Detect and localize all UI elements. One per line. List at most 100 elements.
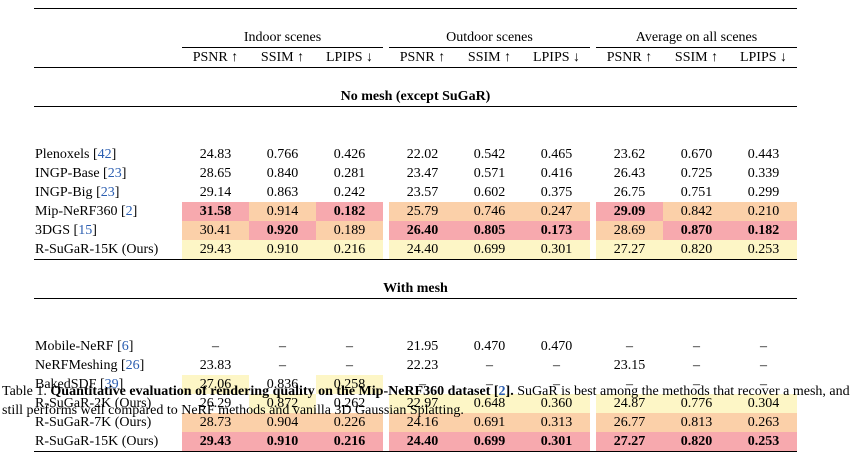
method-label: Mobile-NeRF [35,339,114,354]
metric-value: – [316,337,383,356]
metric-value: 0.805 [456,221,523,240]
metric-value: 0.914 [249,202,316,221]
metric-header: PSNR ↑ [182,48,249,68]
metric-value: – [182,337,249,356]
citation-link[interactable]: 42 [98,147,112,162]
table-rule [34,260,797,280]
section-title: No mesh (except SuGaR) [34,87,797,107]
metric-value: 26.43 [596,164,663,183]
caption-label: Table 1. [2,384,47,399]
metric-value: 0.751 [663,183,730,202]
metric-header: PSNR ↑ [389,48,456,68]
metric-value: 0.465 [523,145,590,164]
table-row: NeRFMeshing [26]23.83––22.23––23.15–– [34,356,797,375]
metric-value: 0.182 [730,221,797,240]
metric-value: 0.470 [523,337,590,356]
metric-value: – [523,356,590,375]
metric-value: – [249,356,316,375]
metric-header: LPIPS ↓ [523,48,590,68]
metric-value: 0.416 [523,164,590,183]
section-title: With mesh [34,279,797,299]
metric-value: 0.301 [523,432,590,452]
metric-value: – [316,356,383,375]
metric-value: 0.842 [663,202,730,221]
citation-link[interactable]: 23 [108,166,122,181]
table-rule [34,68,797,88]
citation-link[interactable]: 2 [126,204,133,219]
caption-citation-link[interactable]: 2 [499,384,506,399]
metric-value: 30.41 [182,221,249,240]
metric-value: 23.62 [596,145,663,164]
metric-value: 0.766 [249,145,316,164]
table-rule [34,9,797,29]
table-caption: Table 1. Quantitative evaluation of rend… [2,382,860,420]
metric-value: 25.79 [389,202,456,221]
method-label: Mip-NeRF360 [35,204,117,219]
metric-value: 0.910 [249,432,316,452]
metric-value: 0.281 [316,164,383,183]
method-label: NeRFMeshing [35,358,117,373]
metric-value: 0.670 [663,145,730,164]
section-header: No mesh (except SuGaR) [34,87,797,107]
metric-header-row: PSNR ↑SSIM ↑LPIPS ↓PSNR ↑SSIM ↑LPIPS ↓PS… [34,48,797,68]
metric-value: 29.14 [182,183,249,202]
metric-value: 0.443 [730,145,797,164]
metric-value: 0.173 [523,221,590,240]
metric-value: 0.299 [730,183,797,202]
metric-header: SSIM ↑ [249,48,316,68]
table-rule [34,107,797,127]
method-name: INGP-Big [23] [34,183,182,202]
metric-value: 0.542 [456,145,523,164]
metric-value: 0.216 [316,240,383,260]
method-name: INGP-Base [23] [34,164,182,183]
metric-value: – [730,337,797,356]
metric-value: 0.339 [730,164,797,183]
metric-value: 22.23 [389,356,456,375]
metric-header: SSIM ↑ [663,48,730,68]
metric-value: 0.182 [316,202,383,221]
metric-value: 27.27 [596,432,663,452]
method-label: Plenoxels [35,147,89,162]
metric-value: 26.75 [596,183,663,202]
citation-link[interactable]: 23 [101,185,115,200]
metric-header: LPIPS ↓ [730,48,797,68]
metric-value: 0.216 [316,432,383,452]
metric-value: 24.83 [182,145,249,164]
caption-title-end: ]. [506,384,514,399]
caption-title-text: Quantitative evaluation of rendering qua… [50,384,498,399]
caption-title: Quantitative evaluation of rendering qua… [50,384,513,399]
method-name: Mip-NeRF360 [2] [34,202,182,221]
method-name: Mobile-NeRF [6] [34,337,182,356]
citation-link[interactable]: 15 [78,223,92,238]
group-header: Average on all scenes [596,28,797,48]
metric-value: 28.69 [596,221,663,240]
method-name: R-SuGaR-15K (Ours) [34,432,182,452]
metric-value: 0.375 [523,183,590,202]
method-name: NeRFMeshing [26] [34,356,182,375]
method-name: 3DGS [15] [34,221,182,240]
metric-value: 0.746 [456,202,523,221]
table-rule [34,452,797,471]
method-label: 3DGS [35,223,70,238]
metric-value: 0.301 [523,240,590,260]
metric-value: 24.40 [389,240,456,260]
metric-value: 0.571 [456,164,523,183]
section-spacer [34,126,797,145]
metric-value: 29.09 [596,202,663,221]
group-header: Indoor scenes [182,28,383,48]
metric-value: 23.15 [596,356,663,375]
metric-value: – [663,337,730,356]
metric-value: 0.247 [523,202,590,221]
citation-link[interactable]: 6 [122,339,129,354]
metric-value: 0.470 [456,337,523,356]
citation-link[interactable]: 26 [126,358,140,373]
metric-value: – [249,337,316,356]
metric-header: PSNR ↑ [596,48,663,68]
